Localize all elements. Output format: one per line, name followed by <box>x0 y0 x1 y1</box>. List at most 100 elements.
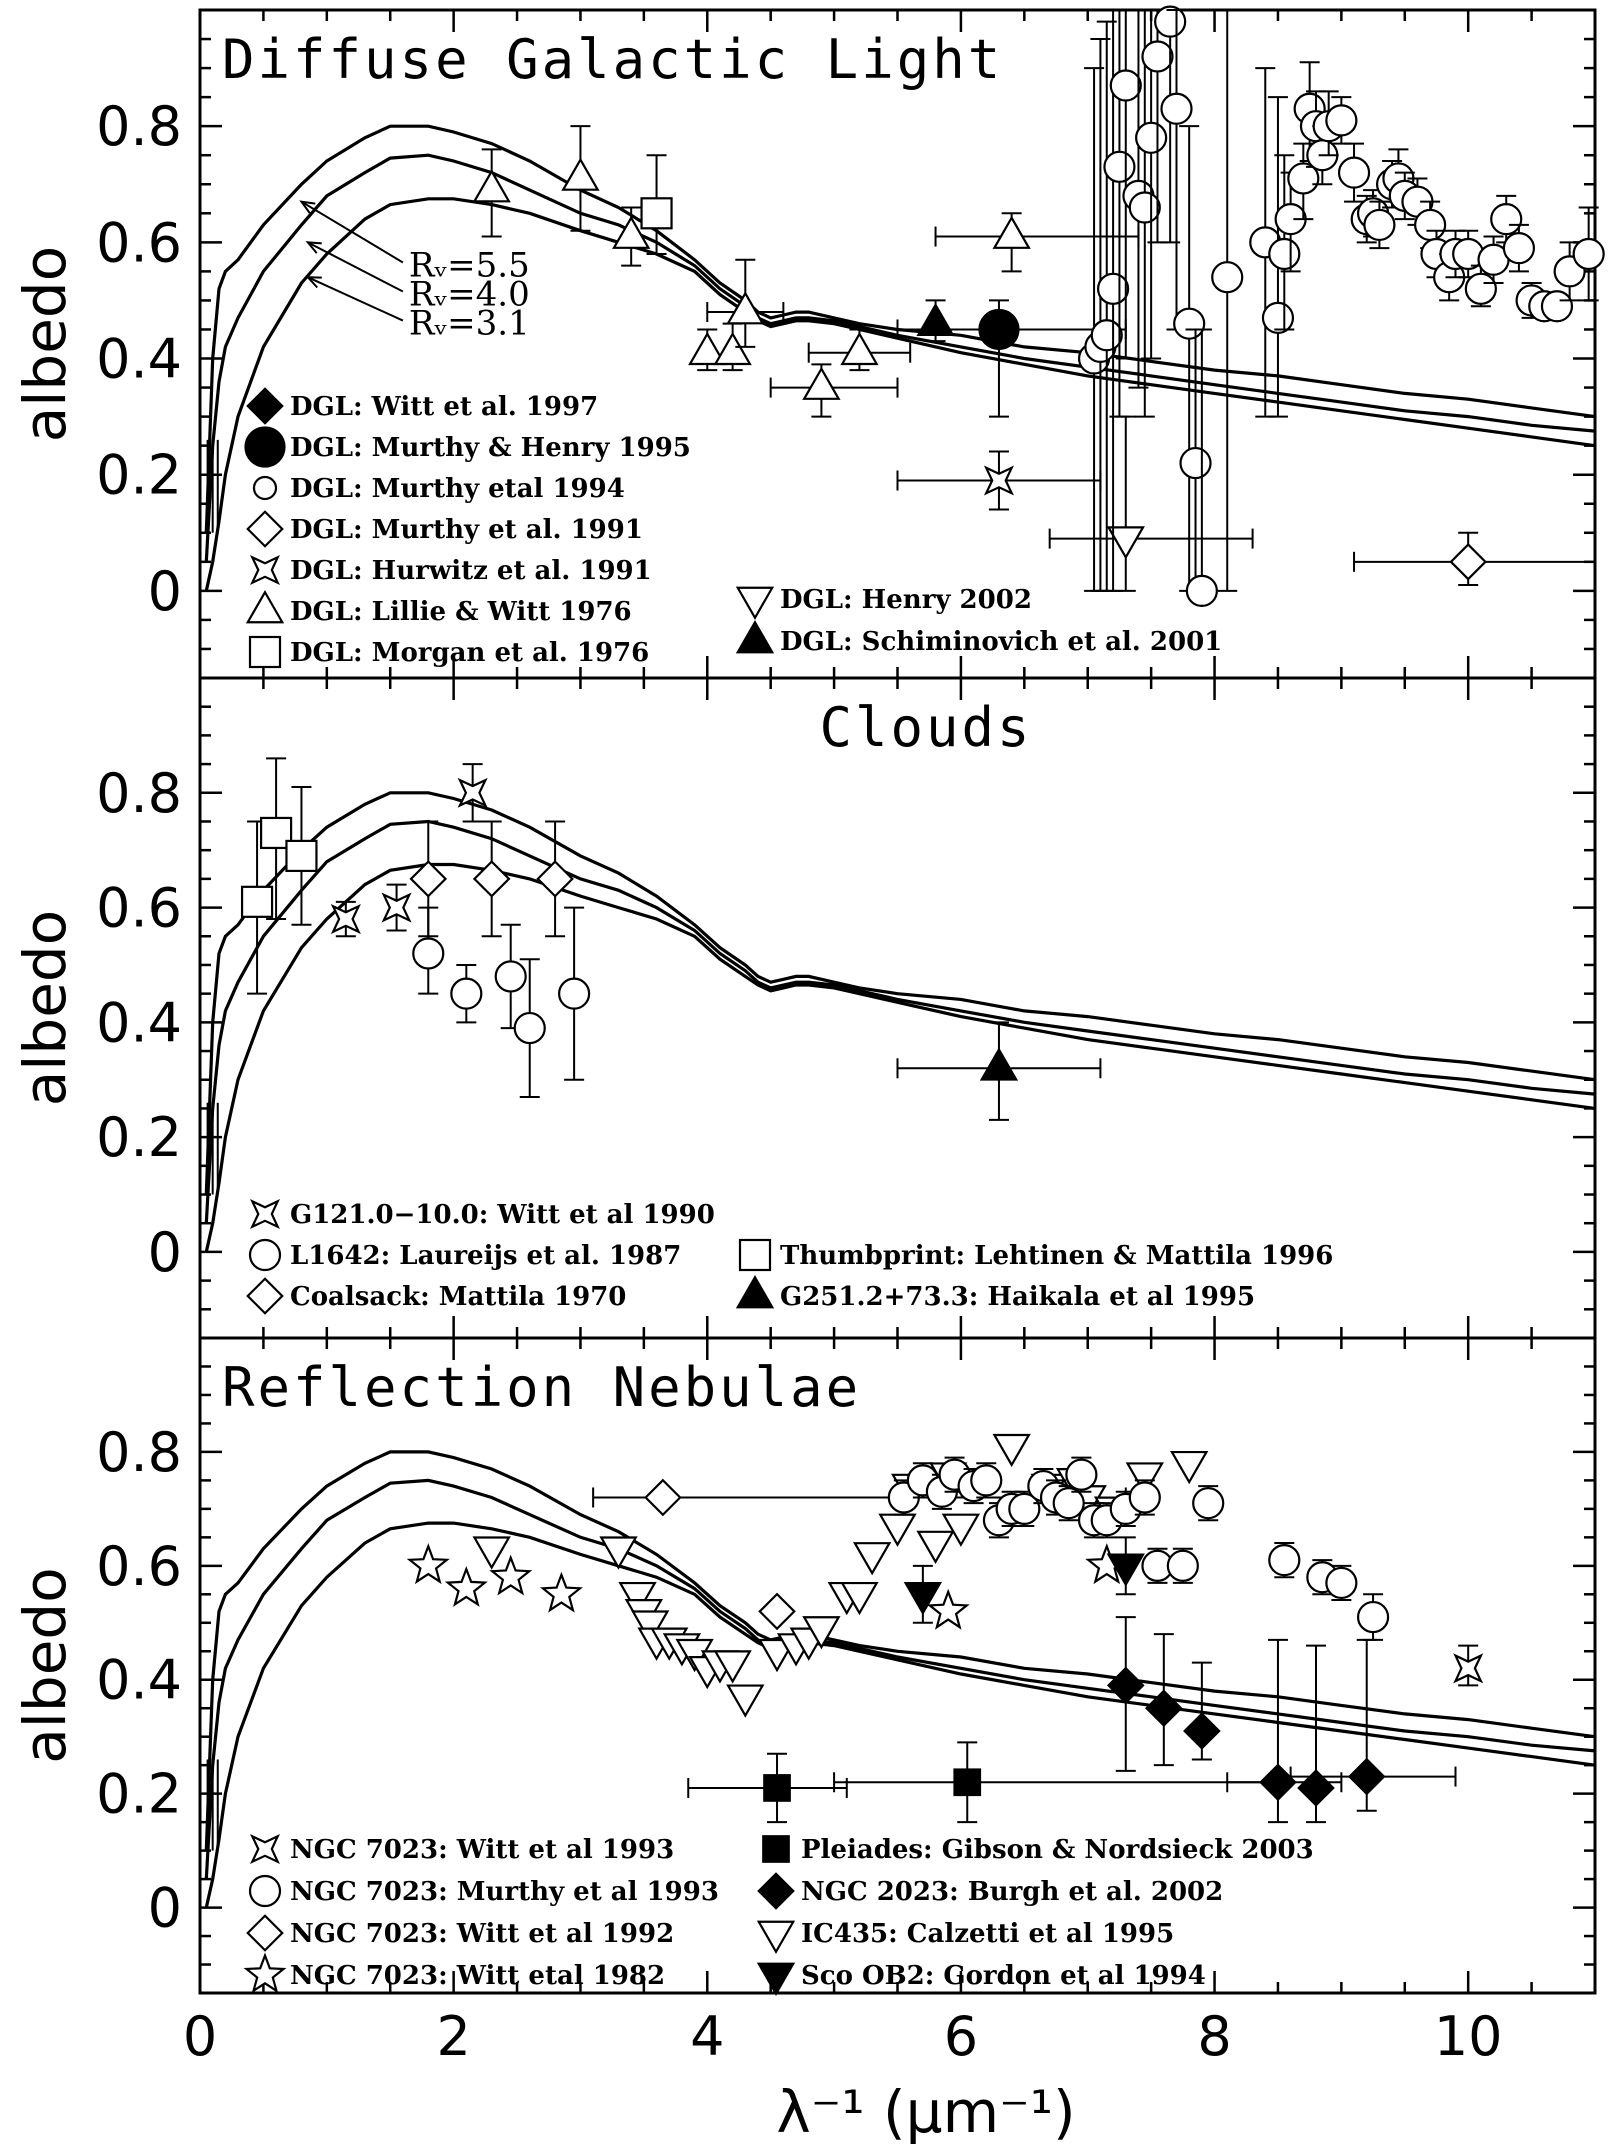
data-point <box>640 197 673 230</box>
legend-label: NGC 7023: Murthy et al 1993 <box>290 1877 719 1907</box>
rv-annotations: Rᵥ=5.5Rᵥ=4.0Rᵥ=3.1 <box>299 200 530 344</box>
legend-label: NGC 7023: Witt etal 1982 <box>290 1961 665 1991</box>
legend-marker <box>249 1198 280 1229</box>
legend-entry: NGC 7023: Witt etal 1982 <box>243 1952 665 1994</box>
legend-label: DGL: Schiminovich et al. 2001 <box>780 627 1222 657</box>
data-point-group <box>561 125 600 232</box>
data-point <box>1125 1462 1164 1496</box>
data-point-group <box>1325 96 1358 145</box>
data-point <box>1154 5 1187 38</box>
data-point <box>1268 1544 1301 1577</box>
rv-arrow <box>300 200 404 264</box>
legend-entry: DGL: Schiminovich et al. 2001 <box>735 620 1222 657</box>
legend: G121.0−10.0: Witt et al 1990 L1642: Laure… <box>246 1198 1333 1315</box>
legend-label: Pleiades: Gibson & Nordsieck 2003 <box>801 1835 1314 1865</box>
data-point-group <box>494 923 527 1030</box>
rv-label: Rᵥ=4.0 <box>409 275 530 315</box>
legend: NGC 7023: Witt et al 1993 NGC 7023: Murth… <box>243 1833 1314 1996</box>
data-point <box>688 331 727 366</box>
data-point <box>536 860 574 898</box>
rv-label: Rᵥ=3.1 <box>409 304 530 344</box>
y-tick-label: 0.8 <box>96 95 182 158</box>
data-point-group <box>330 900 361 938</box>
model-curve <box>204 1478 1596 1880</box>
data-point-group <box>1268 1542 1301 1579</box>
data-point <box>1297 1769 1335 1807</box>
model-curves <box>204 791 1596 1253</box>
legend-marker <box>735 620 775 654</box>
y-axis-label: albedo <box>11 246 79 442</box>
legend-label: DGL: Henry 2002 <box>780 585 1032 615</box>
rv-arrowhead <box>305 276 322 289</box>
data-point <box>513 1011 546 1045</box>
data-point <box>1106 1553 1145 1587</box>
y-tick-label: 0 <box>148 560 182 623</box>
data-point-group <box>926 1588 970 1630</box>
data-point <box>1106 1666 1145 1705</box>
data-point-group <box>406 1543 450 1585</box>
data-point-group <box>1540 290 1574 323</box>
legend-entry: Sco OB2: Gordon et al 1994 <box>756 1961 1206 1996</box>
data-point <box>713 1650 752 1684</box>
y-tick-label: 0.4 <box>96 991 182 1054</box>
data-point-group <box>896 450 1102 511</box>
data-point-group <box>706 258 785 348</box>
x-tick-label: 8 <box>1197 2005 1231 2068</box>
legend-marker <box>246 510 284 548</box>
legend-label: Coalsack: Mattila 1970 <box>290 1282 626 1312</box>
rv-arrowhead <box>305 241 322 254</box>
rv-label: Rᵥ=5.5 <box>409 245 530 285</box>
y-tick-label: 0.4 <box>96 1649 182 1712</box>
data-point <box>1103 150 1136 183</box>
data-point-group <box>903 1564 943 1624</box>
y-tick-label: 0.8 <box>96 762 182 825</box>
data-point-group <box>1125 1462 1164 1496</box>
legend-entry: G251.2+73.3: Haikala et al 1995 <box>735 1275 1255 1312</box>
legend-marker <box>252 475 278 501</box>
data-point-group <box>1297 1644 1335 1824</box>
data-point <box>675 1638 714 1673</box>
data-point <box>1363 208 1396 242</box>
legend-marker <box>762 1835 790 1863</box>
data-point <box>644 1478 682 1517</box>
data-point-group <box>1141 9 1174 244</box>
x-tick-label: 6 <box>944 2005 978 2068</box>
data-point-group <box>1183 1661 1221 1761</box>
model-curve <box>204 791 1596 1195</box>
legend-label: DGL: Lillie & Witt 1976 <box>290 597 632 627</box>
x-tick-label: 2 <box>436 2005 470 2068</box>
data-point <box>970 1464 1003 1497</box>
legend-entry: L1642: Laureijs et al. 1987 <box>248 1238 681 1272</box>
model-curve <box>204 819 1596 1224</box>
legend-marker <box>248 1874 282 1908</box>
data-point-group <box>840 1581 879 1616</box>
x-tick-labels: 0 2 4 6 8 10 <box>183 2005 1503 2068</box>
data-point <box>1347 1757 1386 1796</box>
x-ticks <box>262 1338 1533 1993</box>
data-point-group <box>1052 1485 1085 1522</box>
data-point <box>1337 156 1371 189</box>
data-point <box>489 1554 533 1596</box>
x-ticks <box>262 678 1533 1338</box>
legend-entry: DGL: Murthy etal 1994 <box>252 474 625 504</box>
data-point <box>561 157 600 191</box>
data-point-group <box>536 820 574 938</box>
legend-entry: Pleiades: Gibson & Nordsieck 2003 <box>762 1835 1314 1865</box>
legend-marker <box>756 1920 796 1954</box>
data-point-group <box>539 1571 583 1613</box>
data-point <box>494 960 527 993</box>
legend-entry: DGL: Witt et al. 1997 <box>246 387 598 425</box>
data-point <box>558 977 591 1010</box>
data-point-group <box>934 212 1140 273</box>
data-point-group <box>758 1592 796 1631</box>
y-tick-label: 0.6 <box>96 1535 182 1598</box>
legend-label: Sco OB2: Gordon et al 1994 <box>801 1961 1206 1991</box>
data-point <box>980 310 1018 349</box>
data-point <box>1464 272 1497 305</box>
data-point <box>1128 191 1161 224</box>
panel-title: Diffuse Galactic Light <box>222 28 1003 91</box>
y-tick-label: 0.4 <box>96 328 182 391</box>
data-point <box>726 291 765 325</box>
y-tick-label: 0.2 <box>96 1106 182 1169</box>
data-point <box>840 331 879 366</box>
